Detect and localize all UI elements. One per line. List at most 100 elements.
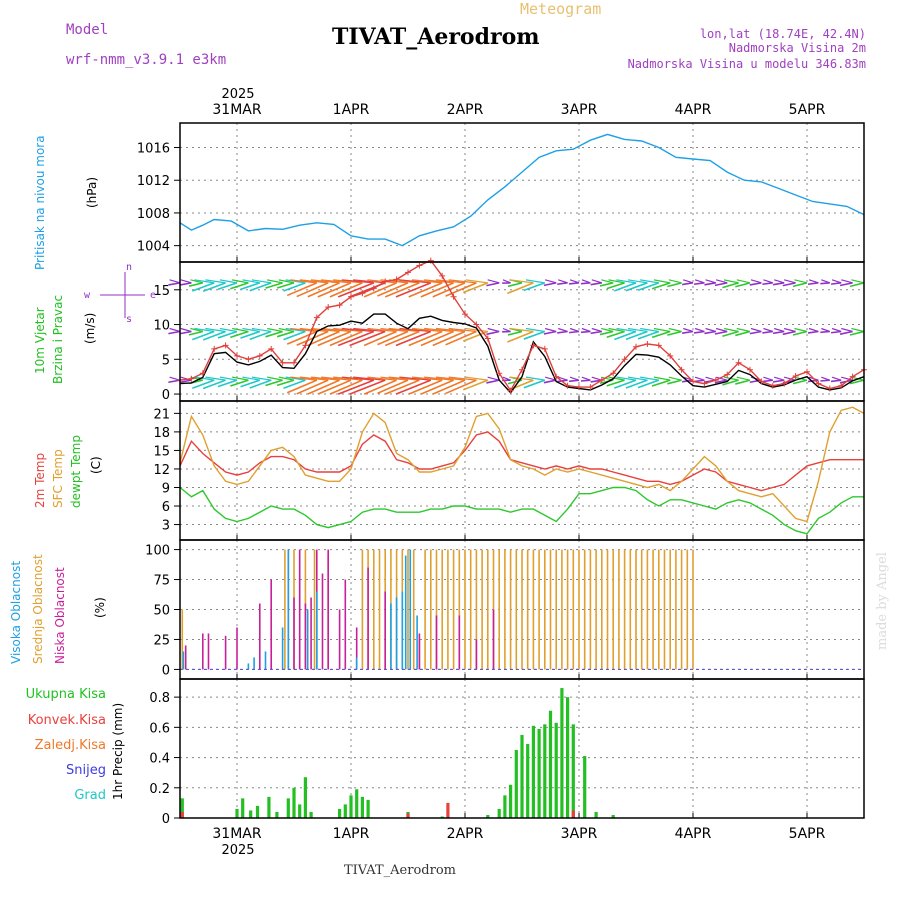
temp-title-2: SFC Temp [51, 449, 65, 508]
bar-low_cloud [184, 645, 187, 670]
wind-barb [205, 279, 226, 284]
wind-barb [693, 330, 705, 334]
wind-barb [353, 376, 386, 381]
wind-barb [367, 279, 397, 284]
gust-marker [724, 371, 731, 378]
legend-conv-precip: Konvek.Kisa [28, 713, 106, 728]
bar-total_precip [275, 811, 279, 818]
series-line-temp2m [179, 431, 864, 492]
wind-barb [388, 376, 420, 381]
wind-barb [321, 327, 352, 333]
y-tick-label: 0.8 [149, 691, 170, 706]
wind-barb [782, 330, 796, 336]
wind-barb [831, 376, 842, 381]
wind-barb [693, 282, 705, 286]
bar-total_precip [583, 756, 587, 818]
bar-mid_cloud [424, 549, 426, 670]
wind-barb [395, 330, 432, 347]
bar-total_precip [360, 796, 364, 818]
legend-frozen-precip: Zaledj.Kisa [35, 738, 106, 753]
bar-total_precip [594, 811, 598, 818]
legend-total-precip: Ukupna Kisa [26, 687, 106, 702]
y-tick-label: 0 [162, 812, 170, 827]
bar-mid_cloud [589, 549, 592, 670]
bar-high_cloud [390, 603, 392, 670]
gust-marker [781, 380, 788, 387]
wind-barb [465, 376, 488, 381]
wind-barb [265, 379, 283, 387]
wind-barb [219, 279, 238, 284]
bar-total_precip [298, 804, 302, 818]
wind-barb [714, 330, 728, 335]
wind-barb [341, 279, 374, 284]
bar-total_precip [366, 799, 370, 818]
gust-marker [610, 370, 617, 377]
y-tick-label: 1012 [137, 174, 170, 189]
wind-barb [705, 327, 716, 333]
wind-barb [333, 376, 363, 381]
wind-barb [190, 279, 203, 284]
wind-barb [242, 376, 260, 381]
bar-mid_cloud [532, 549, 535, 670]
wind-barb [792, 282, 808, 288]
wind-barb [377, 379, 409, 395]
gust-marker [541, 345, 548, 352]
bar-total_precip [267, 796, 271, 818]
wind-barb [286, 282, 318, 297]
wind-barb [251, 327, 272, 333]
bar-mid_cloud [521, 549, 523, 670]
wind-barb [590, 282, 602, 286]
wind-barb [794, 279, 808, 284]
wind-barb [399, 376, 431, 381]
top-day-label: 5APR [789, 102, 826, 118]
bar-mid_cloud [618, 549, 620, 670]
model-name: wrf-nmm_v3.9.1 e3km [66, 52, 226, 68]
bar-mid_cloud [475, 549, 478, 670]
bar-mid_cloud [378, 549, 381, 670]
wind-barb [807, 379, 819, 383]
bar-low_cloud [310, 597, 312, 670]
bar-mid_cloud [646, 549, 649, 670]
wind-barb [762, 282, 773, 286]
wind-barb [317, 282, 352, 298]
wind-barb [377, 330, 409, 346]
wind-barb [317, 379, 352, 395]
wind-barb [667, 330, 682, 336]
wind-barb [792, 379, 808, 385]
bar-total_precip [235, 808, 239, 818]
wind-barb [614, 330, 637, 341]
wind-barb [715, 279, 728, 284]
wind-barb [523, 330, 546, 340]
y-tick-label: 18 [153, 426, 170, 441]
wind-barb [420, 330, 454, 347]
temp-title-3: dewpt Temp [69, 435, 83, 508]
bar-mid_cloud [361, 549, 364, 670]
wind-barb [486, 282, 500, 287]
y-tick-label: 0 [162, 663, 170, 678]
gust-marker [256, 352, 263, 359]
bar-mid_cloud [481, 549, 483, 670]
wind-barb [283, 282, 306, 292]
wind-barb [424, 327, 454, 333]
wind-barb [424, 376, 454, 381]
bar-mid_cloud [313, 549, 316, 670]
gust-marker [370, 285, 377, 292]
y-tick-label: 0.6 [149, 721, 170, 736]
bar-mid_cloud [601, 549, 603, 670]
wind-barb [299, 376, 329, 381]
bar-mid_cloud [640, 549, 643, 670]
wind-barb [783, 376, 796, 381]
wind-barb [820, 330, 830, 334]
bar-high_cloud [306, 609, 309, 670]
gust-marker [747, 366, 753, 373]
wind-barb [651, 330, 671, 339]
wind-barb [353, 279, 386, 284]
y-tick-label: 6 [162, 500, 170, 515]
bar-mid_cloud [692, 549, 694, 670]
pressure-unit: (hPa) [85, 177, 99, 208]
wind-barb [217, 379, 238, 388]
wind-barb [599, 330, 614, 336]
wind-barb [486, 379, 500, 384]
wind-barb [667, 379, 682, 385]
bar-mid_cloud [595, 549, 597, 670]
